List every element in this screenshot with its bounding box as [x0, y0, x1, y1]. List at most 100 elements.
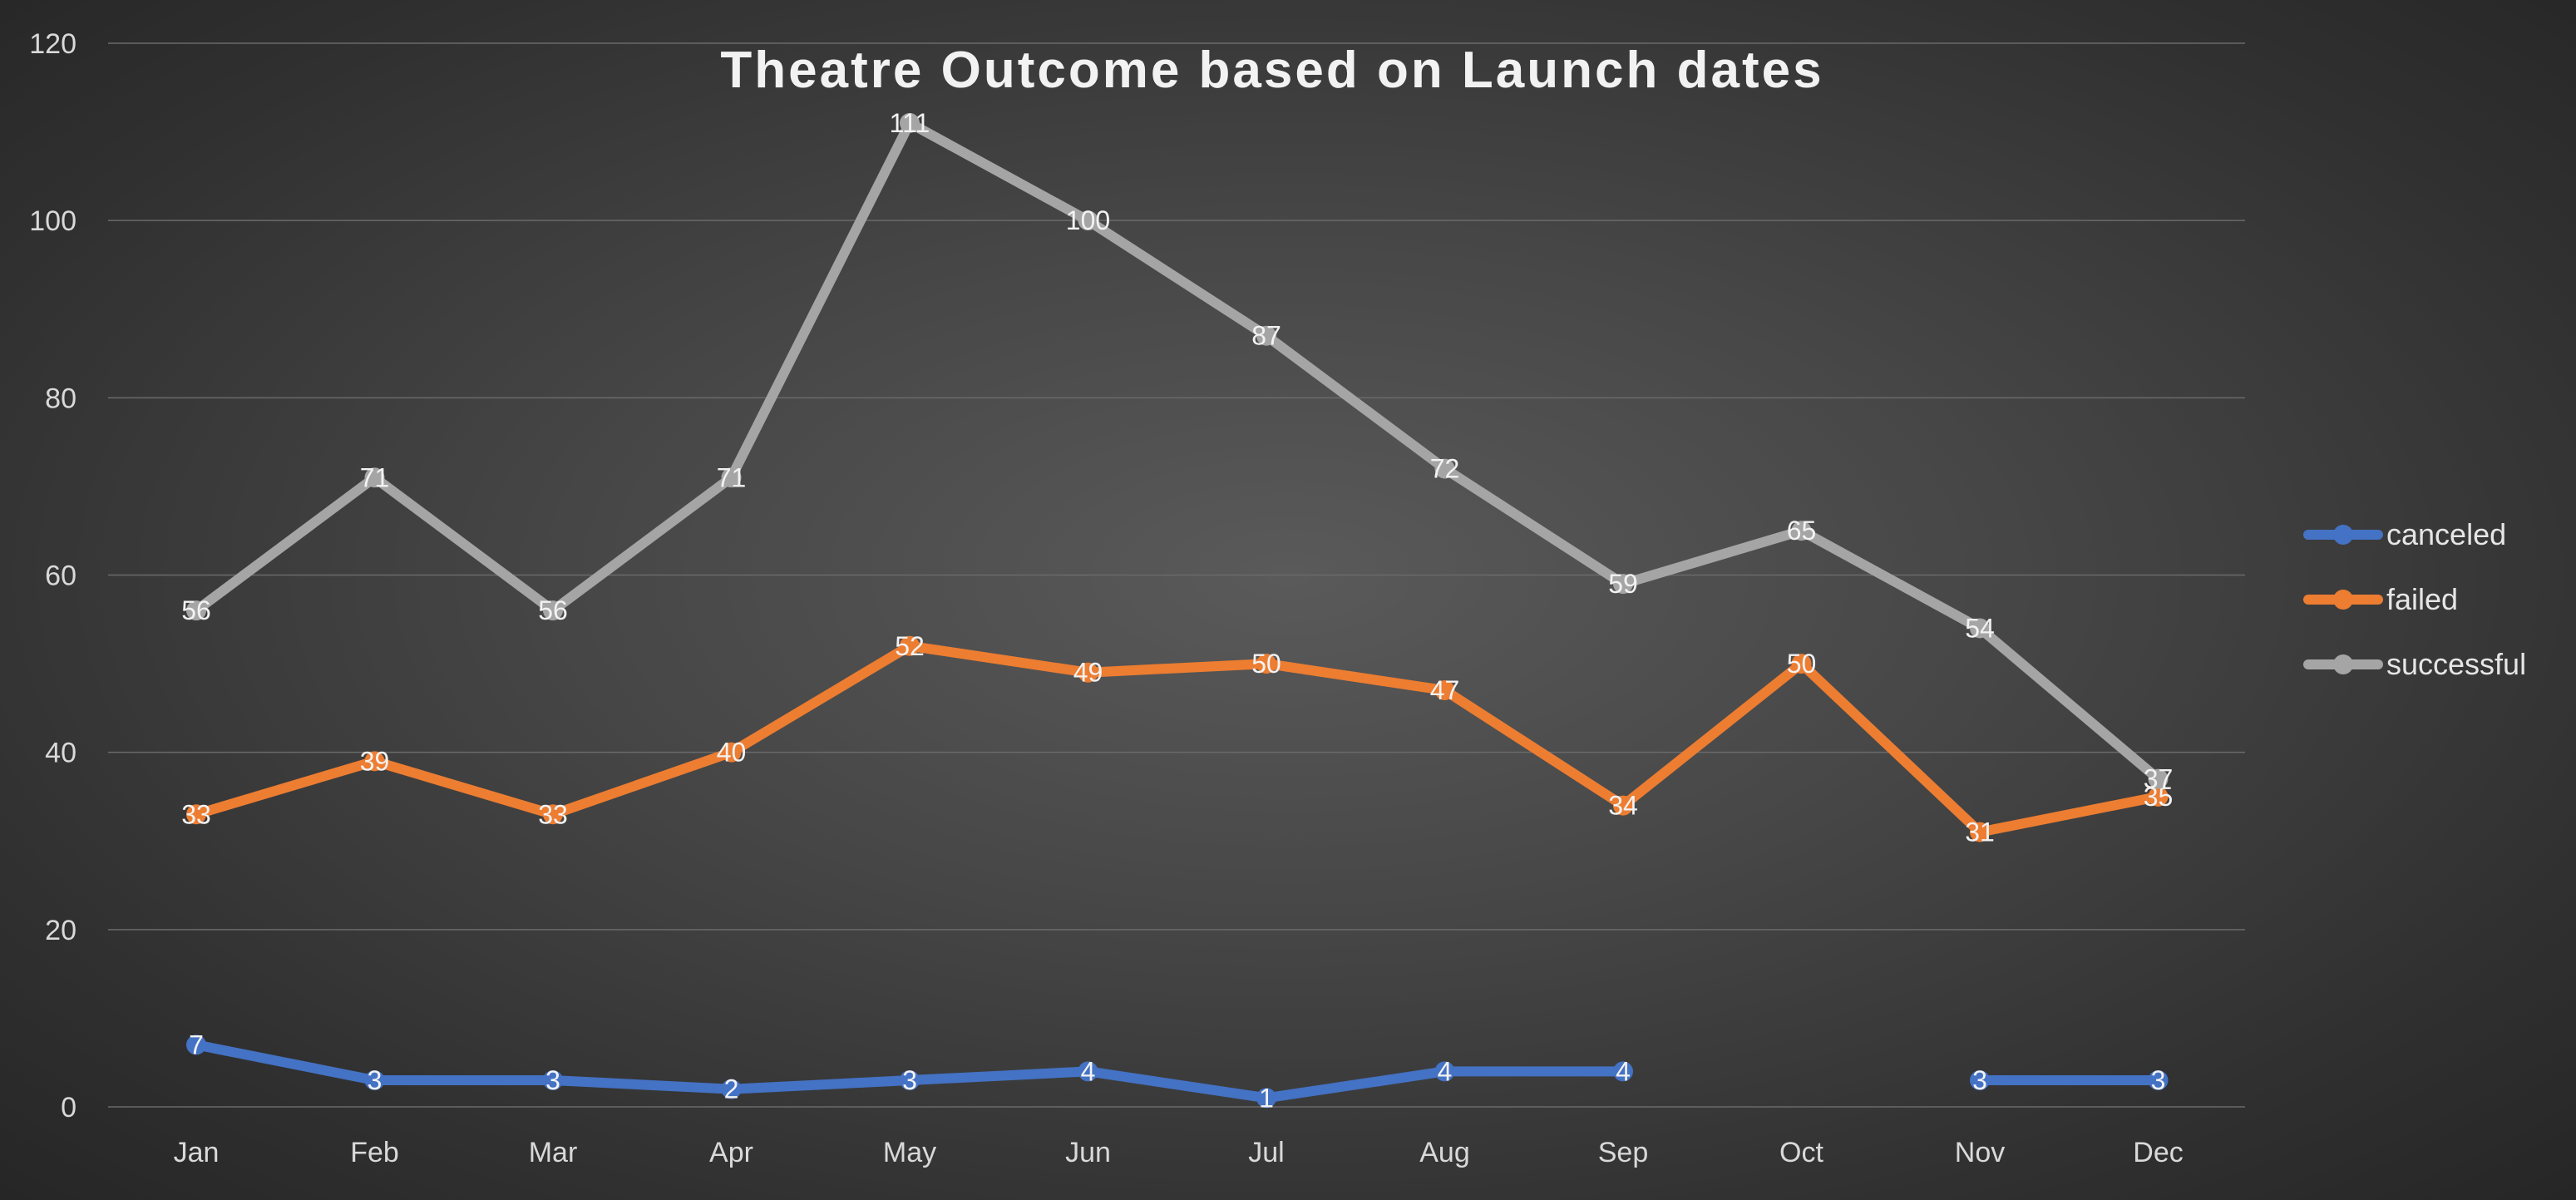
data-point: [543, 1070, 563, 1091]
data-point: [186, 1035, 206, 1055]
y-tick-label: 60: [45, 560, 76, 592]
data-label: 33: [181, 799, 211, 829]
data-point: [1078, 1061, 1098, 1082]
series-line-canceled: [191, 1040, 2164, 1104]
data-label: 50: [1787, 649, 1817, 679]
y-tick-label: 20: [45, 915, 76, 946]
data-point: [1613, 574, 1633, 595]
legend-label: failed: [2386, 582, 2458, 616]
legend-marker: [2333, 590, 2353, 610]
data-label: 52: [895, 631, 925, 661]
legend-item-canceled: canceled: [2303, 517, 2506, 551]
x-tick-label: Oct: [1779, 1137, 1823, 1168]
data-label: 71: [717, 462, 747, 492]
data-label: 56: [538, 595, 568, 625]
y-axis: 0 20 40 60 80 100 120: [29, 28, 76, 1123]
x-tick-label: Jan: [174, 1137, 220, 1168]
data-label: 47: [1430, 675, 1460, 705]
data-point: [2148, 786, 2169, 807]
data-point: [2148, 1070, 2169, 1091]
data-point: [1434, 680, 1455, 701]
data-point: [1078, 210, 1098, 231]
data-label: 40: [717, 738, 747, 768]
data-point: [900, 635, 920, 656]
data-label: 3: [902, 1065, 917, 1095]
y-tick-label: 100: [29, 205, 76, 237]
data-label: 111: [890, 108, 930, 138]
data-label: 39: [360, 746, 390, 776]
y-tick-label: 120: [29, 28, 76, 60]
data-point: [543, 600, 563, 621]
x-tick-label: Mar: [529, 1137, 578, 1168]
data-label: 4: [1438, 1056, 1453, 1086]
data-point: [1791, 654, 1812, 674]
data-point: [543, 804, 563, 825]
legend-item-successful: successful: [2303, 647, 2526, 681]
series-canceled: 7 3 3 2 3 4 1 4 4 3 3: [186, 1030, 2169, 1113]
data-point: [900, 112, 920, 133]
data-point: [1970, 1070, 1990, 1091]
data-point: [1256, 654, 1276, 674]
data-label: 87: [1251, 321, 1281, 351]
legend-marker: [2333, 654, 2353, 674]
data-point: [1970, 822, 1990, 842]
x-tick-label: Nov: [1955, 1137, 2005, 1168]
data-label: 33: [538, 799, 568, 829]
series-line-successful: [191, 117, 2164, 784]
data-label: 3: [1972, 1065, 1987, 1095]
data-point: [721, 467, 742, 488]
data-label: 72: [1430, 454, 1460, 484]
x-tick-label: Sep: [1598, 1137, 1649, 1168]
legend: canceled failed successful: [2303, 517, 2526, 681]
x-tick-label: Feb: [350, 1137, 399, 1168]
data-point: [1613, 1061, 1633, 1082]
data-label: 50: [1251, 649, 1281, 679]
data-point: [2148, 768, 2169, 789]
data-label: 34: [1608, 791, 1638, 821]
legend-item-failed: failed: [2303, 582, 2458, 616]
data-label: 1: [1259, 1083, 1274, 1113]
x-axis: Jan Feb Mar Apr May Jun Jul Aug Sep Oct Nov Dec: [174, 1137, 2184, 1168]
data-point: [1970, 618, 1990, 639]
data-point: [364, 1070, 385, 1091]
y-tick-label: 80: [45, 383, 76, 414]
data-point: [1434, 1061, 1455, 1082]
x-tick-label: Aug: [1419, 1137, 1470, 1168]
data-label: 65: [1787, 516, 1817, 546]
series-line-failed: [191, 640, 2164, 837]
data-point: [900, 1070, 920, 1091]
data-label: 59: [1608, 569, 1638, 599]
data-label: 3: [2151, 1065, 2166, 1095]
data-point: [186, 600, 206, 621]
data-point: [186, 804, 206, 825]
data-label: 3: [545, 1065, 560, 1095]
chart-title: Theatre Outcome based on Launch dates: [720, 42, 1823, 99]
legend-marker: [2333, 525, 2353, 545]
data-label: 71: [360, 462, 390, 492]
data-label: 2: [724, 1074, 739, 1104]
x-tick-label: Jun: [1065, 1137, 1111, 1168]
data-label: 56: [181, 595, 211, 625]
data-point: [1256, 325, 1276, 346]
data-point: [721, 1079, 742, 1099]
data-label: 37: [2144, 764, 2174, 794]
data-label: 31: [1965, 817, 1995, 847]
x-tick-label: Apr: [709, 1137, 753, 1168]
data-point: [364, 467, 385, 488]
data-label: 54: [1965, 613, 1995, 643]
data-point: [1434, 458, 1455, 479]
legend-label: canceled: [2386, 517, 2506, 551]
x-tick-label: Jul: [1248, 1137, 1284, 1168]
data-point: [721, 742, 742, 763]
y-tick-label: 40: [45, 738, 76, 769]
data-label: 7: [189, 1030, 204, 1059]
data-point: [1791, 521, 1812, 541]
data-label: 4: [1081, 1056, 1096, 1086]
data-point: [1613, 795, 1633, 816]
x-tick-label: May: [883, 1137, 936, 1168]
data-point: [1256, 1088, 1276, 1109]
